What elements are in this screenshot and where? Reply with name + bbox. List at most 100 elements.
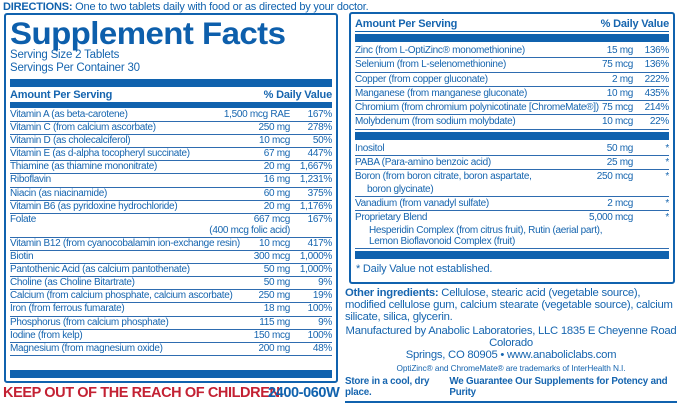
row-amount: 2 mcg: [607, 197, 633, 209]
trademark-note: OptiZinc® and ChromeMate® are trademarks…: [396, 363, 626, 374]
row-dv: 278%: [307, 122, 333, 134]
row-dv: 22%: [649, 116, 669, 128]
table-row: Boron (from boron citrate, boron asparta…: [355, 170, 669, 197]
row-name: Vitamin C (from calcium ascorbate): [10, 122, 156, 134]
row-name: Zinc (from L-OptiZinc® monomethionine): [355, 45, 525, 56]
row-dv: 167%: [307, 109, 333, 120]
table-row: Pantothenic Acid (as calcium pantothenat…: [10, 264, 332, 278]
row-name: Biotin: [10, 251, 34, 263]
row-dv: 48%: [312, 342, 332, 354]
row-dv: 435%: [644, 87, 670, 99]
table-row: Vitamin B12 (from cyanocobalamin ion-exc…: [10, 237, 333, 252]
row-name: Pantothenic Acid (as calcium pantothenat…: [10, 264, 190, 276]
row-amount: 250 mg: [258, 290, 290, 302]
row-dv: 1,176%: [299, 200, 332, 212]
other-ingredients-text: Cellulose, stearic acid (vegetable sourc…: [345, 287, 673, 324]
row-name: Folate: [10, 213, 36, 225]
row-name: Selenium (from L-selenomethionine): [355, 59, 506, 71]
table-row: Molybdenum (from sodium molybdate) 10 mc…: [355, 115, 669, 130]
table-row: Chromium (from chromium polynicotinate […: [355, 101, 670, 116]
servings-per-container: Servings Per Container 30: [10, 62, 140, 74]
row-name: Vanadium (from vanadyl sulfate): [355, 197, 489, 209]
keep-out-warning: KEEP OUT OF THE REACH OF CHILDREN.: [3, 385, 284, 401]
row-dv: 100%: [307, 329, 333, 341]
row-name: Vitamin D (as cholecalciferol): [10, 135, 131, 147]
table-row: Magnesium (from magnesium oxide) 200 mg …: [10, 343, 332, 356]
table-row: Iodine (from kelp) 150 mcg 100%: [10, 330, 332, 343]
column-header: Amount Per Serving % Daily Value: [355, 16, 669, 32]
row-sub-lines: Hesperidin Complex (from citrus fruit), …: [369, 224, 603, 248]
row-dv: 214%: [644, 102, 670, 114]
row-amount: 50 mg: [263, 264, 291, 276]
row-amount: 150 mcg: [253, 329, 291, 341]
row-dv: 19%: [312, 290, 332, 302]
divider-bar: [10, 370, 332, 378]
table-row: Proprietary Blend 5,000 mcg * Hesperidin…: [355, 211, 669, 249]
row-amount: 5,000 mcg: [589, 212, 633, 224]
row-dv: *: [665, 157, 669, 169]
table-row: Phosphorus (from calcium phosphate) 115 …: [10, 317, 332, 330]
table-row: Riboflavin 16 mg 1,231%: [10, 174, 332, 188]
table-row: Thiamine (as thiamine mononitrate) 20 mg…: [10, 161, 332, 175]
row-amount: 2 mg: [611, 73, 633, 85]
row-amount: 200 mg: [258, 342, 290, 354]
row-name: Vitamin B6 (as pyridoxine hydrochloride): [10, 200, 178, 212]
table-row: PABA (Para-amino benzoic acid) 25 mg *: [355, 156, 669, 171]
manufacturer-line2: Springs, CO 80905 • www.anaboliclabs.com: [405, 349, 617, 362]
row-dv: 1,000%: [299, 264, 332, 276]
row-amount: 10 mcg: [259, 237, 290, 249]
table-row: Vitamin A (as beta-carotene) 1,500 mcg R…: [10, 109, 333, 123]
row-amount: 250 mg: [258, 122, 290, 134]
table-row: Calcium (from calcium phosphate, calcium…: [10, 290, 332, 304]
row-dv: *: [665, 212, 669, 224]
row-amount: 60 mg: [263, 187, 291, 199]
row-dv: 417%: [307, 237, 333, 249]
row-amount: 10 mcg: [602, 116, 633, 128]
row-name: Phosphorus (from calcium phosphate): [10, 316, 169, 328]
row-name: Manganese (from manganese gluconate): [355, 87, 528, 99]
table-row: Niacin (as niacinamide) 60 mg 375%: [10, 188, 332, 201]
serving-size: Serving Size 2 Tablets: [10, 49, 120, 61]
divider-bar: [10, 79, 332, 87]
row-name: Iron (from ferrous fumarate): [10, 303, 125, 315]
row-name: Magnesium (from magnesium oxide): [10, 342, 163, 354]
row-dv: 136%: [644, 59, 670, 71]
divider-bar: [355, 34, 669, 42]
manufacturer-line1: Manufactured by Anabolic Laboratories, L…: [345, 324, 677, 349]
row-dv: 375%: [307, 187, 333, 199]
row-amount: 20 mg: [263, 161, 291, 173]
supplement-facts-panel: Supplement Facts Serving Size 2 Tablets …: [4, 13, 338, 383]
row-name: Vitamin E (as d-alpha tocopheryl succina…: [10, 148, 190, 160]
row-dv: 100%: [307, 303, 333, 315]
row-name-line2: boron glycinate): [367, 183, 434, 195]
guarantee-note: We Guarantee Our Supplements for Potency…: [449, 376, 668, 399]
row-name: PABA (Para-amino benzoic acid): [355, 157, 491, 169]
row-dv: 9%: [318, 316, 332, 328]
table-row: Selenium (from L-selenomethionine) 75 mc…: [355, 58, 670, 73]
column-header-amount: Amount Per Serving: [10, 89, 113, 101]
other-ingredients: Other ingredients: Cellulose, stearic ac…: [345, 287, 677, 324]
table-row: Vitamin C (from calcium ascorbate) 250 m…: [10, 122, 333, 136]
table-row: Folate 667 mcg 167% (400 mcg folic acid): [10, 214, 332, 238]
row-dv: 1,231%: [299, 174, 332, 186]
row-amount: 18 mg: [263, 303, 291, 315]
row-name: Copper (from copper gluconate): [355, 73, 488, 85]
row-dv: 136%: [644, 45, 670, 56]
row-amount: 300 mcg: [253, 251, 291, 263]
row-name: Chromium (from chromium polynicotinate […: [355, 102, 599, 114]
storage-note: Store in a cool, dry place.: [345, 376, 430, 399]
table-row: Zinc (from L-OptiZinc® monomethionine) 1…: [355, 44, 670, 59]
directions-label: DIRECTIONS:: [3, 1, 73, 13]
table-row: Vitamin B6 (as pyridoxine hydrochloride)…: [10, 201, 332, 214]
column-header-amount: Amount Per Serving: [355, 18, 458, 30]
supplement-facts-continued-panel: Amount Per Serving % Daily Value Zinc (f…: [349, 12, 675, 284]
row-name: Niacin (as niacinamide): [10, 187, 108, 199]
row-name: Calcium (from calcium phosphate, calcium…: [10, 290, 233, 302]
mineral-table: Zinc (from L-OptiZinc® monomethionine) 1…: [355, 44, 669, 130]
table-row: Copper (from copper gluconate) 2 mg 222%: [355, 73, 669, 87]
divider-bar: [355, 131, 669, 140]
table-row: Inositol 50 mg *: [355, 142, 669, 157]
row-name: Riboflavin: [10, 174, 51, 186]
table-row: Choline (as Choline Bitartrate) 50 mg 9%: [10, 277, 332, 291]
table-row: Vitamin E (as d-alpha tocopheryl succina…: [10, 148, 332, 162]
